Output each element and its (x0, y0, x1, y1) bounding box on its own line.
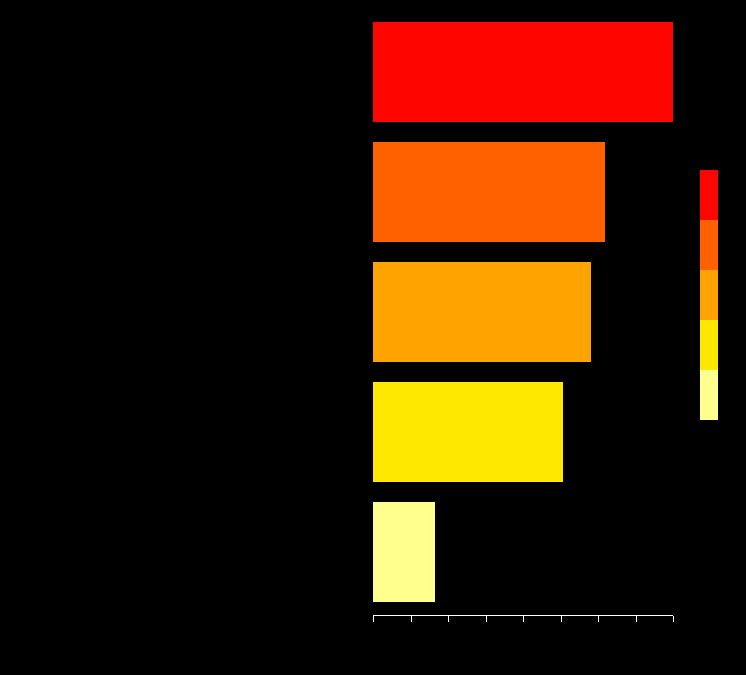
bar-1 (373, 142, 605, 242)
color-legend (700, 170, 718, 420)
legend-swatch (700, 170, 718, 220)
x-tick (561, 616, 562, 622)
bar-3 (373, 382, 563, 482)
x-tick (598, 616, 599, 622)
horizontal-bar-chart (0, 0, 746, 675)
x-tick (373, 616, 374, 622)
x-tick (486, 616, 487, 622)
x-tick (523, 616, 524, 622)
bar-2 (373, 262, 591, 362)
bar-0 (373, 22, 673, 122)
bar-4 (373, 502, 435, 602)
x-tick (448, 616, 449, 622)
x-tick (636, 616, 637, 622)
legend-swatch (700, 320, 718, 370)
legend-swatch (700, 220, 718, 270)
plot-area (373, 12, 673, 615)
legend-swatch (700, 270, 718, 320)
legend-swatch (700, 370, 718, 420)
x-tick (673, 616, 674, 622)
x-tick (411, 616, 412, 622)
